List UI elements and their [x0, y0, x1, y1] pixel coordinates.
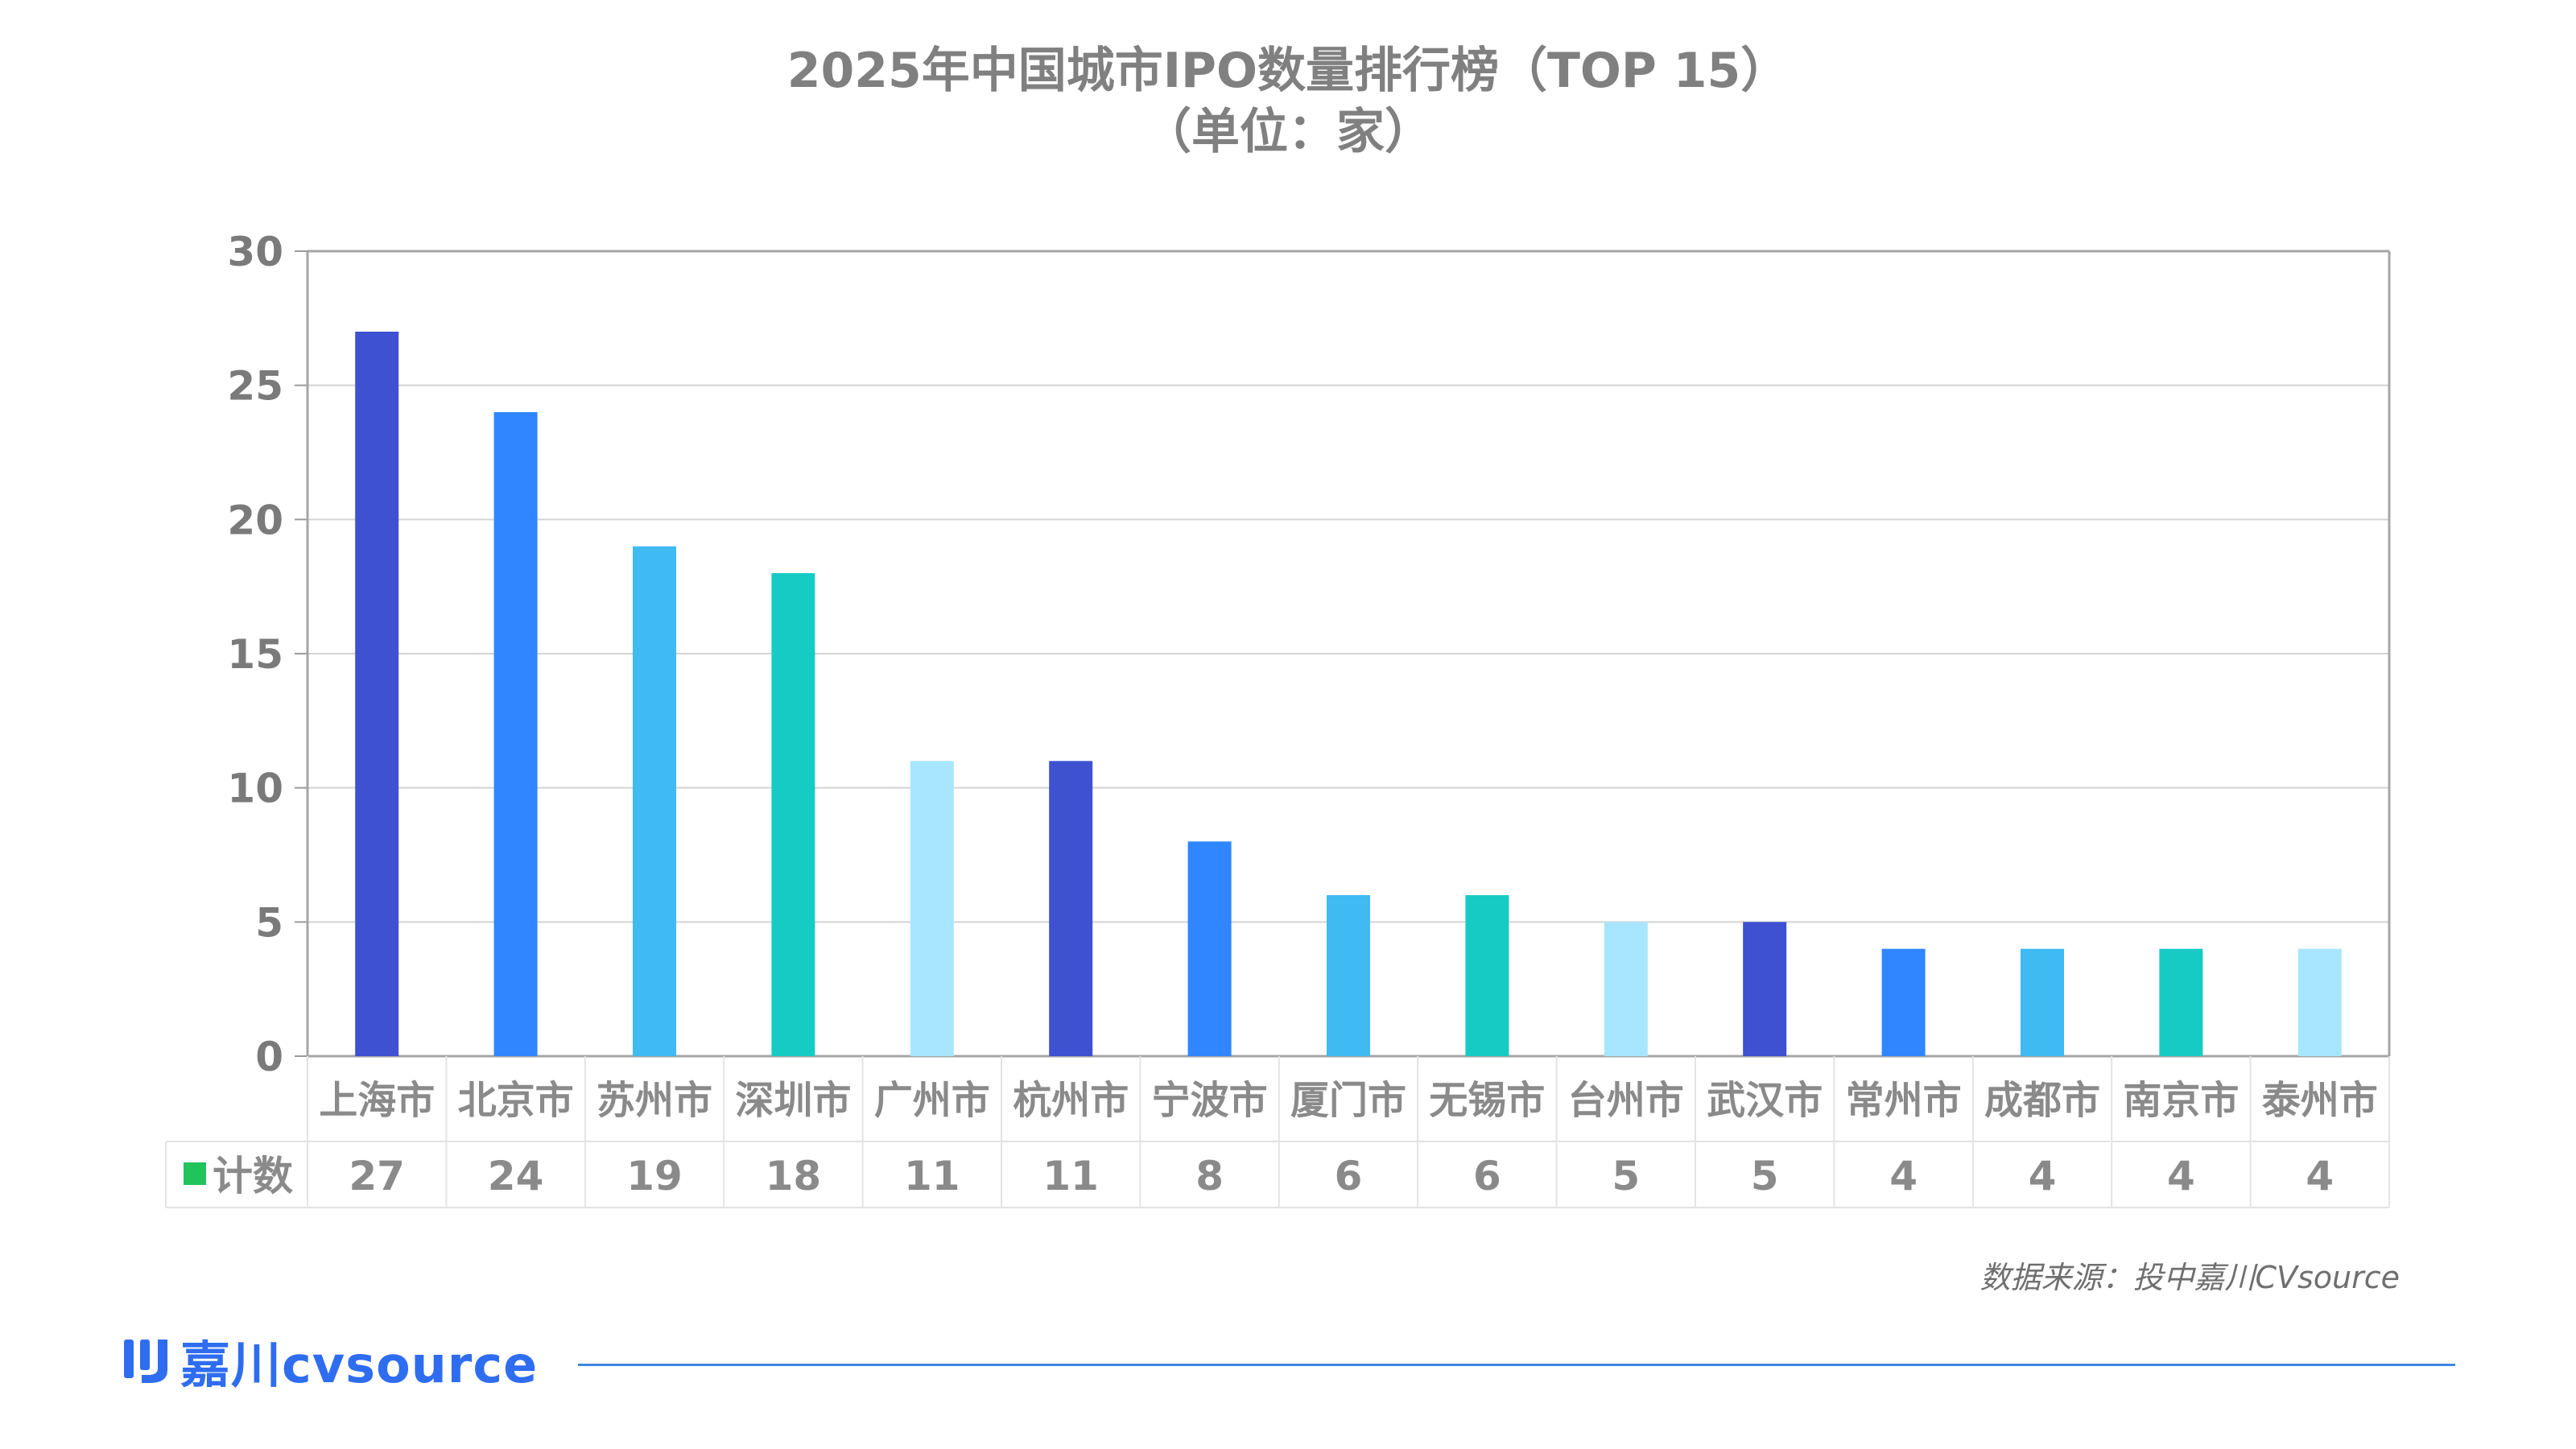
y-tick-label: 5 — [255, 899, 283, 946]
x-category-label: 广州市 — [874, 1078, 990, 1123]
data-value-label: 4 — [2306, 1153, 2334, 1199]
data-value-label: 19 — [626, 1153, 683, 1199]
y-tick-label: 15 — [227, 631, 283, 678]
data-value-label: 24 — [488, 1153, 544, 1199]
x-category-label: 南京市 — [2123, 1078, 2239, 1123]
data-value-label: 5 — [1612, 1153, 1640, 1199]
x-category-label: 常州市 — [1846, 1078, 1962, 1123]
bar-14 — [2159, 948, 2203, 1056]
logo-text: 嘉川cvsource — [180, 1335, 539, 1394]
data-source-note: 数据来源：投中嘉川CVsource — [1979, 1260, 2400, 1295]
x-category-label: 成都市 — [1984, 1078, 2100, 1123]
chart-grid — [308, 384, 2389, 923]
y-tick-label: 20 — [227, 497, 283, 543]
x-category-label: 泰州市 — [2262, 1078, 2378, 1123]
bar-11 — [1743, 922, 1787, 1056]
chart-axes: 0 5 10 15 20 25 30 — [227, 229, 2391, 1080]
bar-1 — [355, 332, 399, 1056]
bar-13 — [2021, 948, 2064, 1056]
legend-series-label: 计数 — [213, 1153, 293, 1199]
cvsource-logo: 嘉川cvsource — [121, 1328, 538, 1394]
footer-divider — [578, 1364, 2455, 1366]
data-value-label: 18 — [766, 1153, 822, 1199]
chart-data-table: 上海市 27 北京市 24 苏州市 19 深圳市 18 广州市 11 杭州市 11 宁波市 8 厦门市 6 无锡… — [165, 1056, 2390, 1208]
bar-6 — [1049, 761, 1093, 1056]
data-value-label: 4 — [2029, 1153, 2057, 1199]
bar-5 — [910, 761, 954, 1056]
x-category-label: 武汉市 — [1707, 1078, 1823, 1123]
chart-title: 2025年中国城市IPO数量排行榜（TOP 15） — [786, 43, 1790, 99]
bar-2 — [493, 412, 538, 1056]
y-tick-label: 10 — [227, 766, 283, 812]
x-category-label: 北京市 — [458, 1078, 574, 1123]
x-category-label: 杭州市 — [1013, 1078, 1129, 1123]
bar-8 — [1327, 895, 1370, 1056]
y-tick-label: 25 — [227, 363, 283, 410]
y-tick-label: 30 — [227, 229, 283, 275]
data-value-label: 8 — [1195, 1153, 1224, 1199]
data-value-label: 4 — [1889, 1153, 1918, 1199]
x-category-label: 无锡市 — [1429, 1078, 1545, 1123]
bar-3 — [633, 546, 676, 1056]
data-value-label: 4 — [2167, 1153, 2195, 1199]
bar-4 — [771, 573, 815, 1056]
x-category-label: 台州市 — [1568, 1078, 1684, 1123]
x-category-label: 苏州市 — [597, 1078, 712, 1123]
x-category-label: 上海市 — [319, 1078, 435, 1123]
bar-12 — [1881, 948, 1926, 1056]
data-value-label: 6 — [1473, 1153, 1501, 1199]
x-category-label: 厦门市 — [1290, 1078, 1406, 1123]
bar-15 — [2297, 948, 2342, 1056]
y-tick-label: 0 — [255, 1034, 283, 1080]
bar-7 — [1187, 841, 1232, 1056]
bar-10 — [1604, 922, 1648, 1056]
data-value-label: 27 — [349, 1153, 405, 1199]
legend-swatch-icon — [184, 1162, 206, 1185]
data-value-label: 6 — [1335, 1153, 1363, 1199]
chart-bars — [355, 332, 2342, 1056]
chart-subtitle: （单位：家） — [1143, 104, 1433, 160]
data-value-label: 11 — [1042, 1153, 1099, 1199]
data-value-label: 11 — [904, 1153, 960, 1199]
logo-mark-icon — [124, 1340, 167, 1383]
x-category-label: 深圳市 — [735, 1078, 851, 1123]
x-category-label: 宁波市 — [1152, 1078, 1268, 1123]
bar-9 — [1465, 895, 1509, 1056]
data-value-label: 5 — [1751, 1153, 1779, 1199]
